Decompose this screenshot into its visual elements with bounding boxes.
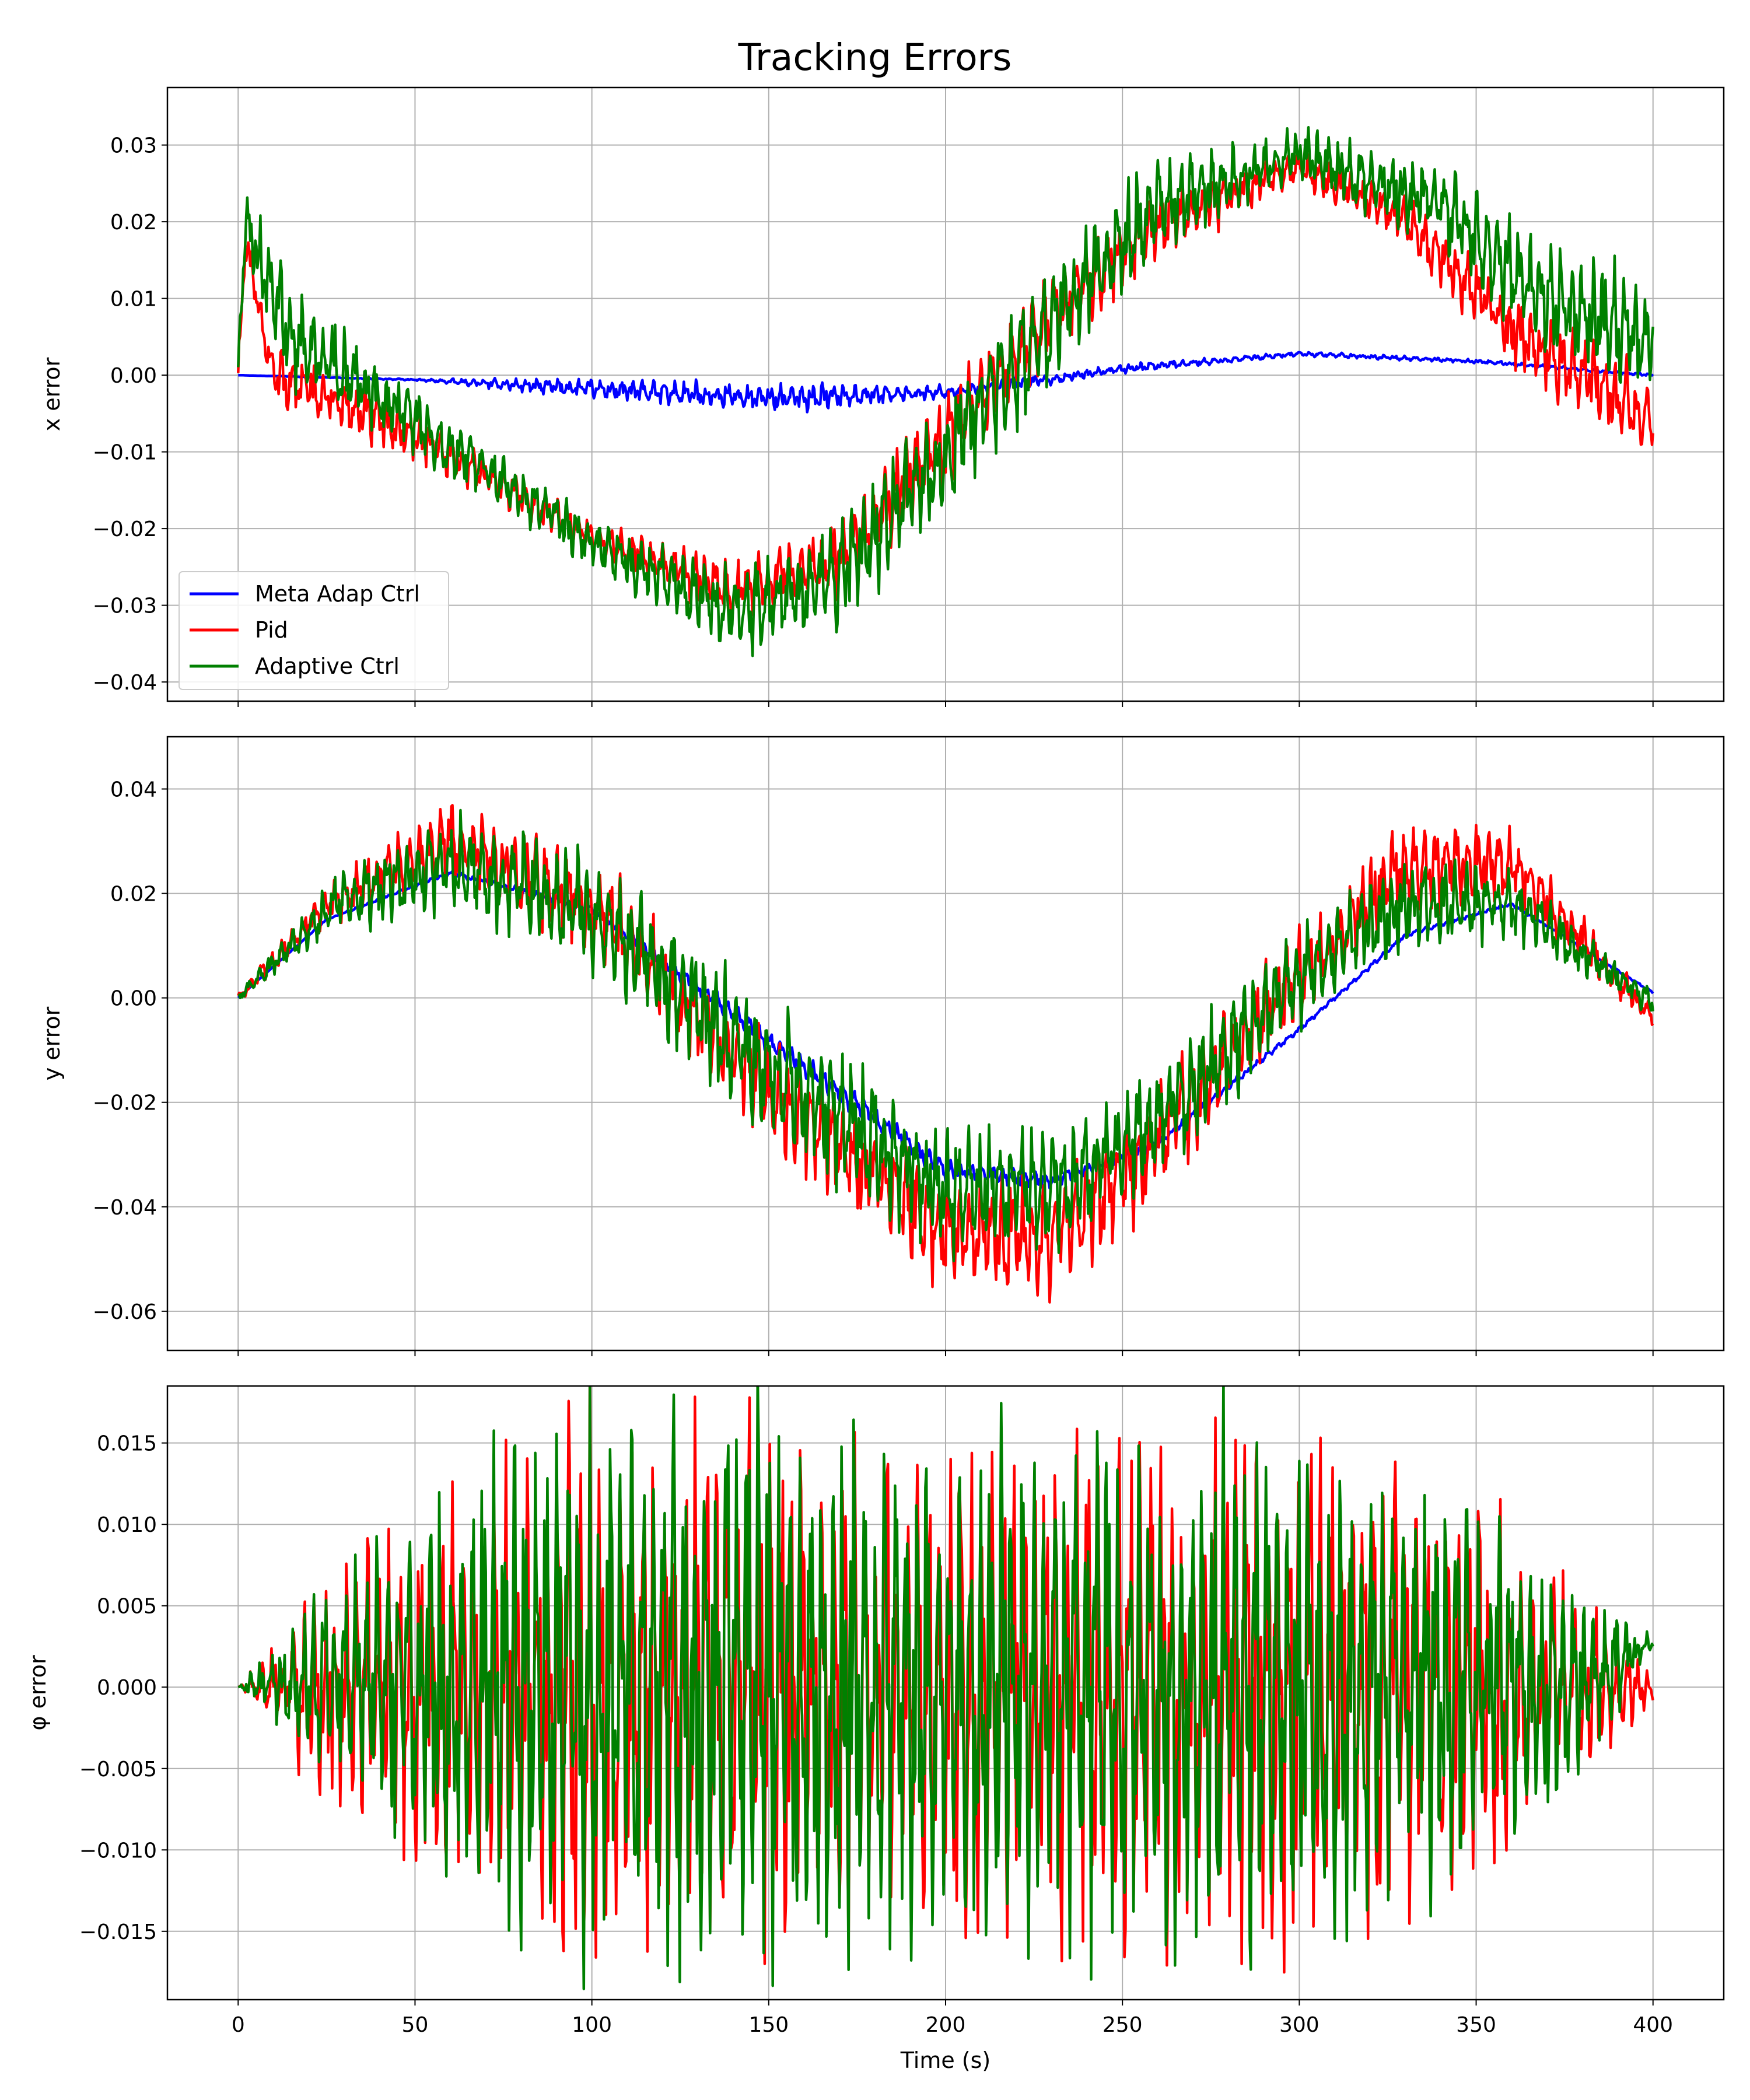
y-tick-label: −0.015 — [79, 1920, 157, 1944]
y-tick-label: 0.03 — [110, 134, 157, 158]
series-adaptive-ctrl — [237, 808, 1654, 1262]
series-pid — [237, 804, 1654, 1304]
y-tick-label: −0.010 — [79, 1839, 157, 1863]
y-tick-label: 0.00 — [110, 364, 157, 388]
y-tick-label: 0.01 — [110, 288, 157, 312]
y-axis-label: y error — [39, 1006, 65, 1080]
y-tick-label: −0.01 — [93, 441, 157, 465]
y-axis-label: φ error — [25, 1655, 51, 1731]
x-tick-label: 200 — [926, 2013, 966, 2037]
y-tick-label: −0.02 — [93, 517, 157, 541]
y-tick-label: 0.010 — [97, 1513, 157, 1537]
legend-entry: Adaptive Ctrl — [255, 653, 400, 679]
panel-1: −0.04 −0.03 −0.02 −0.01 0.00 0.01 0.02 0.03 x er… — [39, 86, 1725, 707]
legend-frame — [178, 571, 449, 690]
x-tick-label: 350 — [1456, 2013, 1496, 2037]
y-tick-label: 0.02 — [110, 883, 157, 907]
y-tick-label: −0.06 — [93, 1300, 157, 1324]
y-tick-label: 0.015 — [97, 1432, 157, 1456]
x-tick-label: 100 — [572, 2013, 612, 2037]
y-tick-label: 0.005 — [97, 1595, 157, 1619]
legend-entry: Pid — [255, 617, 288, 643]
y-tick-label: −0.005 — [79, 1758, 157, 1782]
panel-3: −0.015 −0.010 −0.005 0.000 0.005 0.010 0.015 0 5… — [25, 1385, 1725, 2037]
x-tick-label: 0 — [232, 2013, 245, 2037]
y-tick-label: −0.04 — [93, 671, 157, 695]
y-tick-label: −0.03 — [93, 594, 157, 618]
y-tick-label: 0.00 — [110, 987, 157, 1011]
legend: Meta Adap Ctrl Pid Adaptive Ctrl — [178, 571, 449, 690]
series-adaptive-ctrl — [237, 1386, 1654, 1990]
x-tick-label: 400 — [1633, 2013, 1673, 2037]
x-tick-label: 50 — [402, 2013, 429, 2037]
series-adaptive-ctrl — [237, 126, 1654, 657]
y-tick-label: 0.02 — [110, 211, 157, 235]
y-tick-label: 0.04 — [110, 778, 157, 802]
x-tick-label: 150 — [748, 2013, 789, 2037]
chart-title: Tracking Errors — [738, 36, 1012, 79]
y-axis-label: x error — [39, 357, 65, 431]
legend-entry: Meta Adap Ctrl — [255, 581, 420, 607]
x-axis-label: Time (s) — [900, 2048, 991, 2073]
y-tick-label: −0.02 — [93, 1091, 157, 1115]
series-meta-adap-ctrl — [237, 351, 1654, 414]
x-tick-label: 250 — [1102, 2013, 1143, 2037]
y-tick-label: −0.04 — [93, 1196, 157, 1220]
y-tick-label: 0.000 — [97, 1676, 157, 1700]
x-tick-label: 300 — [1279, 2013, 1320, 2037]
panel-2: −0.06 −0.04 −0.02 0.00 0.02 0.04 y error — [39, 736, 1725, 1356]
